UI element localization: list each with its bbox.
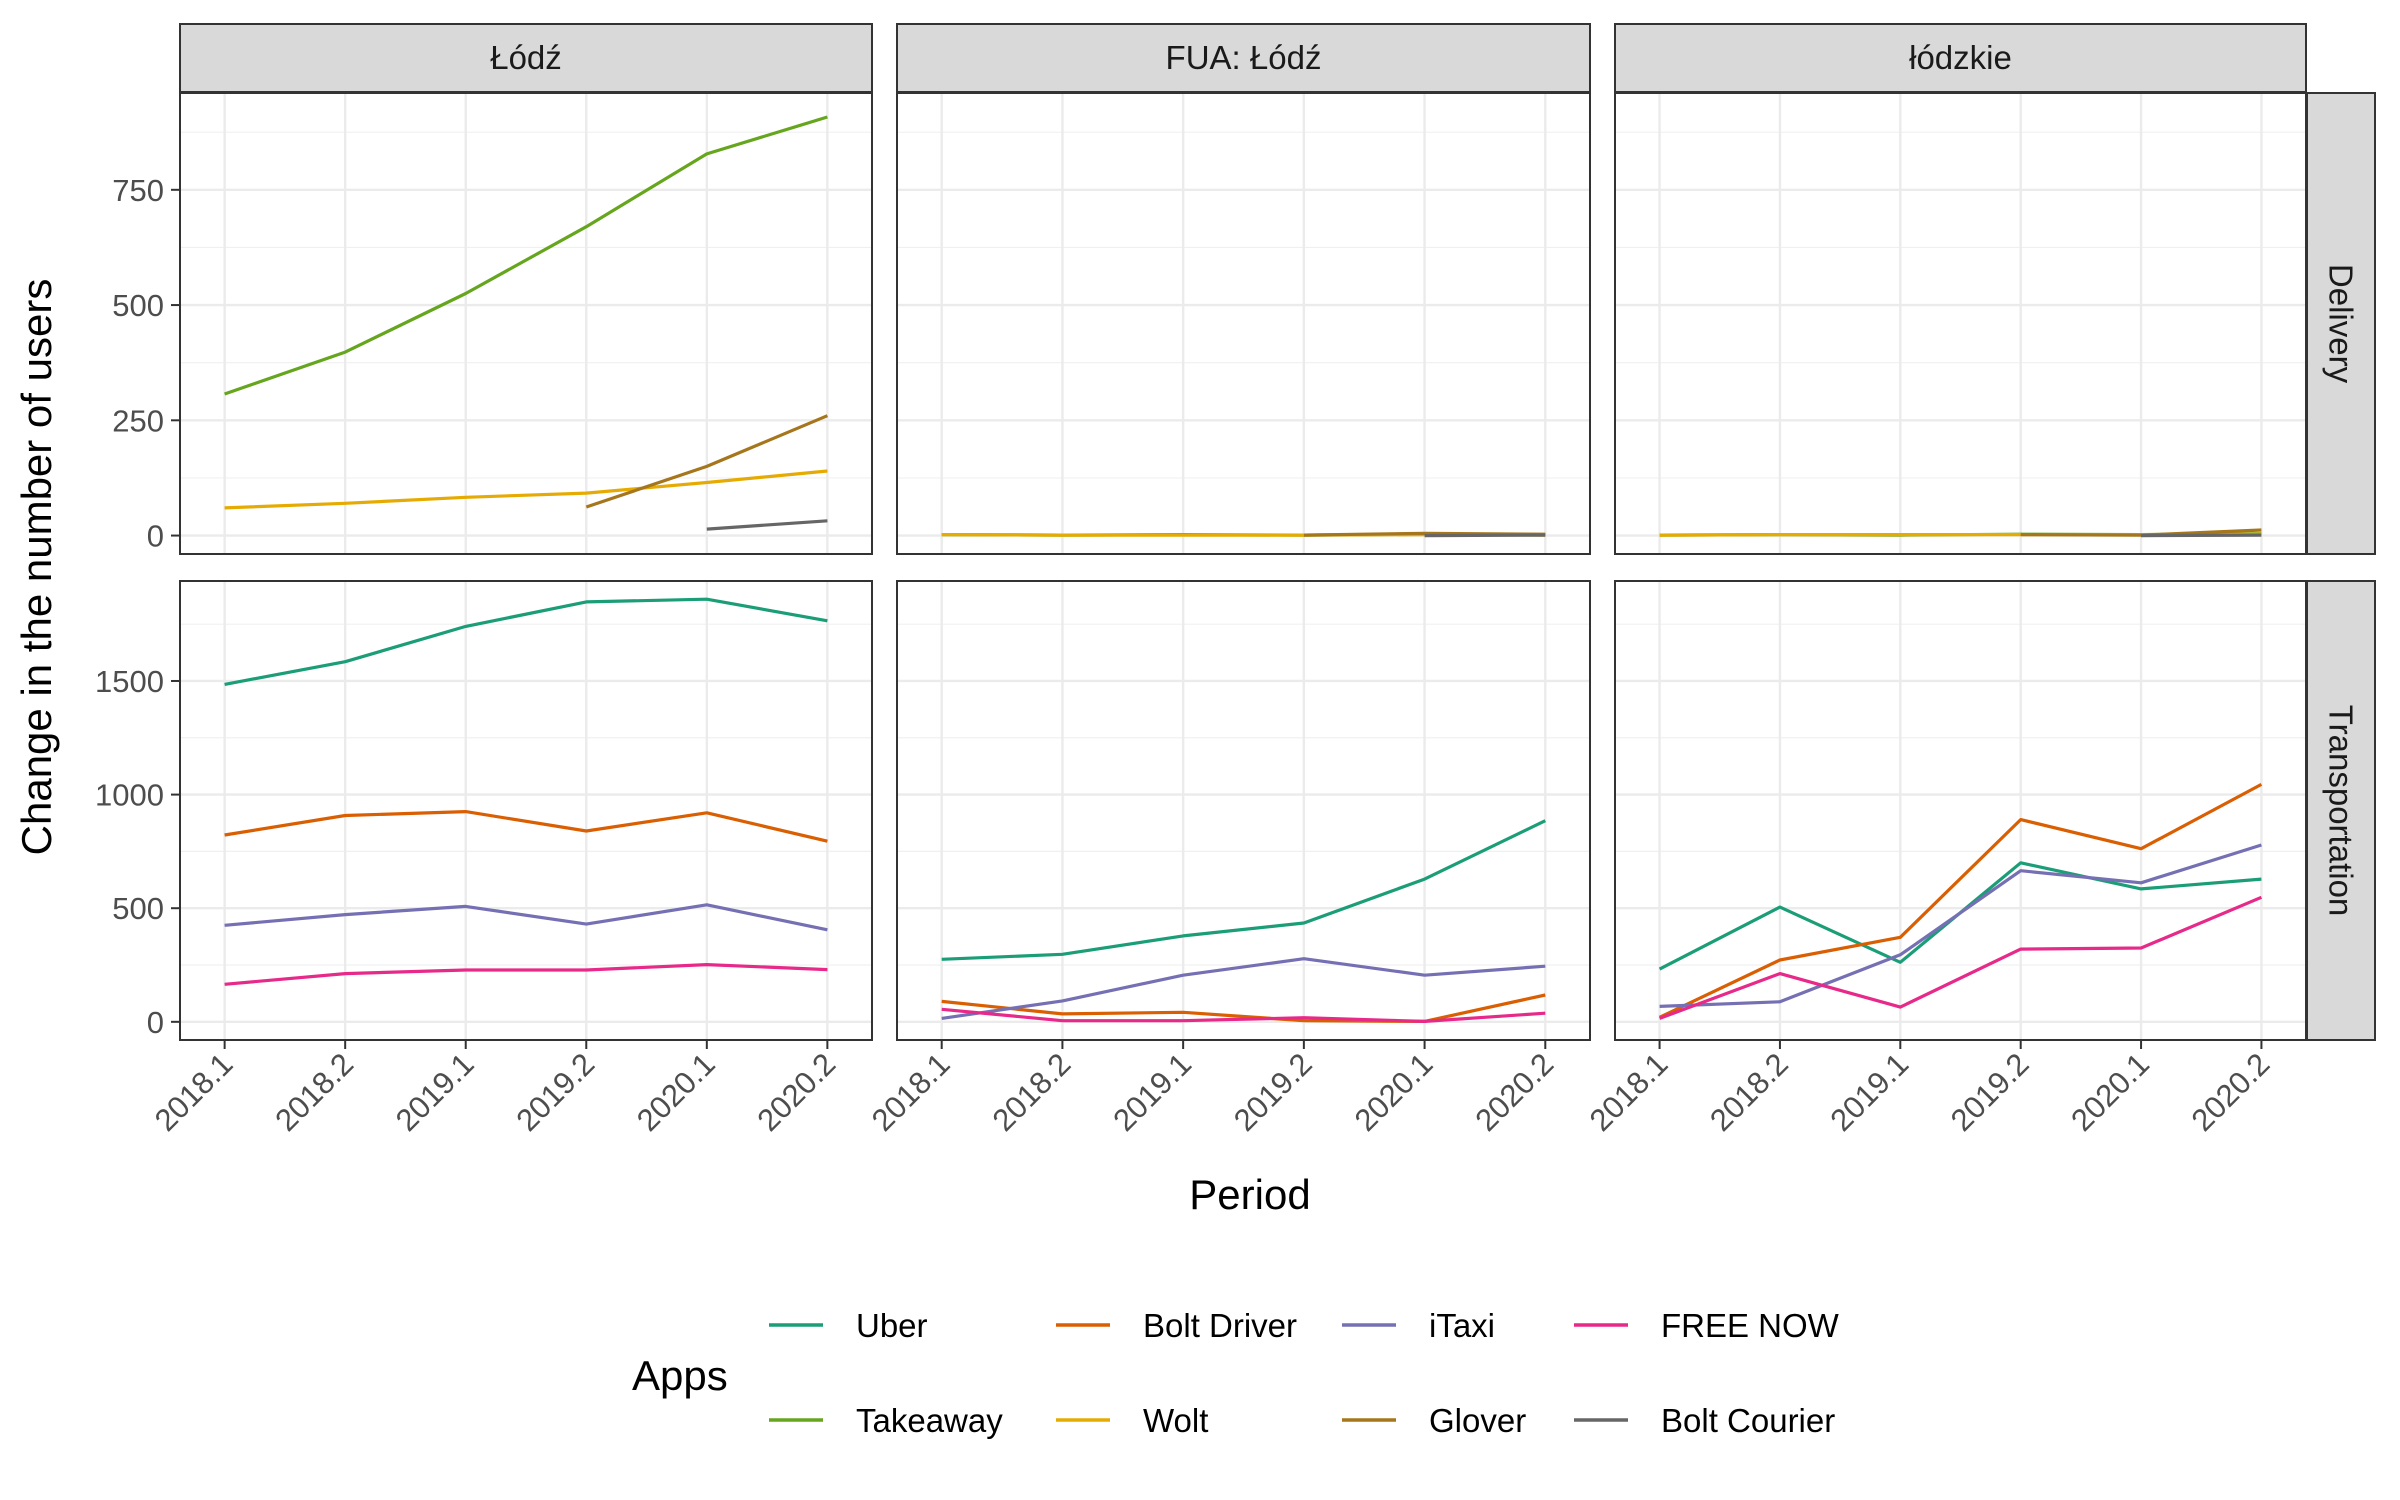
- strip-delivery: Delivery: [2306, 92, 2376, 555]
- x-tick-label: 2018.1: [1583, 1046, 1675, 1138]
- series-line-free-now: [1659, 895, 2263, 1020]
- series-line-bolt-courier: [706, 519, 828, 531]
- x-tick-label: 2020.2: [1468, 1046, 1560, 1138]
- panel-d-transportation: 0 500 1000 1500 2018.1 2018.2 2019.1 2019.2 2020…: [95, 580, 873, 1138]
- x-tick-label: 2020.2: [751, 1046, 843, 1138]
- series-line-bolt-driver: [1658, 782, 2263, 1019]
- strip-background: [2306, 580, 2376, 1041]
- legend-label: iTaxi: [1429, 1307, 1495, 1344]
- panel-border: [179, 92, 873, 555]
- x-tick-label: 2020.2: [2185, 1046, 2277, 1138]
- legend-item-wolt: Wolt: [1056, 1402, 1208, 1439]
- strip-background: [1614, 23, 2307, 93]
- panel-background: [1615, 581, 2306, 1040]
- y-tick-label: 500: [112, 288, 164, 323]
- series-line-free-now: [224, 963, 828, 986]
- strip-fua-d: FUA: Łódź: [896, 23, 1591, 93]
- panel-dzkie-delivery: [1614, 92, 2307, 555]
- strip-label: Transportation: [2323, 705, 2360, 917]
- panel-border: [896, 92, 1591, 555]
- strip-background: [896, 23, 1591, 93]
- strip-background: [2306, 92, 2376, 555]
- y-tick-label: 1500: [95, 664, 164, 699]
- panel-border: [1614, 92, 2307, 555]
- series-line-glover: [585, 414, 829, 509]
- x-tick-label: 2019.1: [1106, 1046, 1198, 1138]
- panel-background: [1615, 93, 2306, 554]
- strip-label: łódzkie: [1909, 39, 2012, 76]
- x-tick-label: 2018.2: [986, 1046, 1078, 1138]
- series-line-uber: [224, 597, 828, 686]
- panels-layer: Łódź FUA: Łódź łódzkie Delivery Transportati…: [95, 23, 2376, 1138]
- series-line-bolt-courier: [1424, 533, 1546, 538]
- x-tick-label: 2018.2: [268, 1046, 360, 1138]
- panel-background: [897, 93, 1590, 554]
- legend-label: Bolt Courier: [1661, 1402, 1835, 1439]
- y-tick-label: 750: [112, 173, 164, 208]
- y-tick-label: 500: [112, 891, 164, 926]
- x-tick-label: 2020.1: [2064, 1046, 2156, 1138]
- legend-item-bolt-courier: Bolt Courier: [1574, 1402, 1835, 1439]
- series-line-wolt: [224, 469, 828, 510]
- legend-item-takeaway: Takeaway: [769, 1402, 1003, 1439]
- panel-fua-d-delivery: [896, 92, 1591, 555]
- series-line-itaxi: [224, 903, 828, 932]
- x-axis-title: Period: [1189, 1171, 1310, 1218]
- strip-dzkie: łódzkie: [1614, 23, 2307, 93]
- panel-border: [179, 580, 873, 1041]
- legend-title: Apps: [632, 1352, 728, 1399]
- legend-item-glover: Glover: [1342, 1402, 1526, 1439]
- panel-background: [180, 581, 872, 1040]
- strip-label: Łódź: [490, 39, 562, 76]
- panel-background: [180, 93, 872, 554]
- panel-border: [1614, 580, 2307, 1041]
- x-tick-label: 2018.1: [148, 1046, 240, 1138]
- legend-item-uber: Uber: [769, 1307, 928, 1344]
- x-tick-label: 2019.2: [1944, 1046, 2036, 1138]
- series-line-itaxi: [1659, 843, 2262, 1008]
- x-tick-label: 2020.1: [630, 1046, 722, 1138]
- legend-label: Bolt Driver: [1143, 1307, 1297, 1344]
- series-line-itaxi: [941, 957, 1546, 1020]
- x-tick-label: 2019.1: [1823, 1046, 1915, 1138]
- legend-label: Uber: [856, 1307, 928, 1344]
- panel-border: [896, 580, 1591, 1041]
- legend-label: Wolt: [1143, 1402, 1208, 1439]
- legend-item-itaxi: iTaxi: [1342, 1307, 1495, 1344]
- series-line-bolt-courier: [2141, 533, 2262, 538]
- strip-d: Łódź: [179, 23, 873, 93]
- y-tick-label: 0: [147, 519, 164, 554]
- x-tick-label: 2020.1: [1348, 1046, 1440, 1138]
- legend-label: Glover: [1429, 1402, 1526, 1439]
- legend-label: Takeaway: [856, 1402, 1003, 1439]
- series-line-uber: [941, 819, 1546, 961]
- x-tick-label: 2019.2: [509, 1046, 601, 1138]
- series-line-bolt-driver: [224, 810, 828, 843]
- series-line-bolt-driver: [941, 993, 1546, 1023]
- series-line-takeaway: [224, 115, 828, 396]
- panel-fua-d-transportation: 2018.1 2018.2 2019.1 2019.2 2020.1 2020.2: [865, 580, 1591, 1138]
- x-tick-label: 2018.1: [865, 1046, 957, 1138]
- strip-background: [179, 23, 873, 93]
- legend-item-bolt-driver: Bolt Driver: [1056, 1307, 1297, 1344]
- y-axis-title: Change in the number of users: [13, 279, 60, 856]
- legend-item-free-now: FREE NOW: [1574, 1307, 1840, 1344]
- y-tick-label: 0: [147, 1005, 164, 1040]
- x-tick-label: 2019.2: [1227, 1046, 1319, 1138]
- strip-label: FUA: Łódź: [1166, 39, 1322, 76]
- y-tick-label: 1000: [95, 778, 164, 813]
- panel-background: [897, 581, 1590, 1040]
- series-line-free-now: [941, 1007, 1546, 1023]
- legend-label: FREE NOW: [1661, 1307, 1840, 1344]
- legend: Apps Uber Bolt Driver iTaxi FREE NOW Takeawa…: [632, 1307, 1840, 1439]
- strip-transportation: Transportation: [2306, 580, 2376, 1041]
- panel-d-delivery: 0 250 500 750: [112, 92, 873, 555]
- x-tick-label: 2019.1: [389, 1046, 481, 1138]
- strip-label: Delivery: [2323, 264, 2360, 384]
- panel-dzkie-transportation: 2018.1 2018.2 2019.1 2019.2 2020.1 2020.2: [1583, 580, 2307, 1138]
- y-tick-label: 250: [112, 403, 164, 438]
- x-tick-label: 2018.2: [1703, 1046, 1795, 1138]
